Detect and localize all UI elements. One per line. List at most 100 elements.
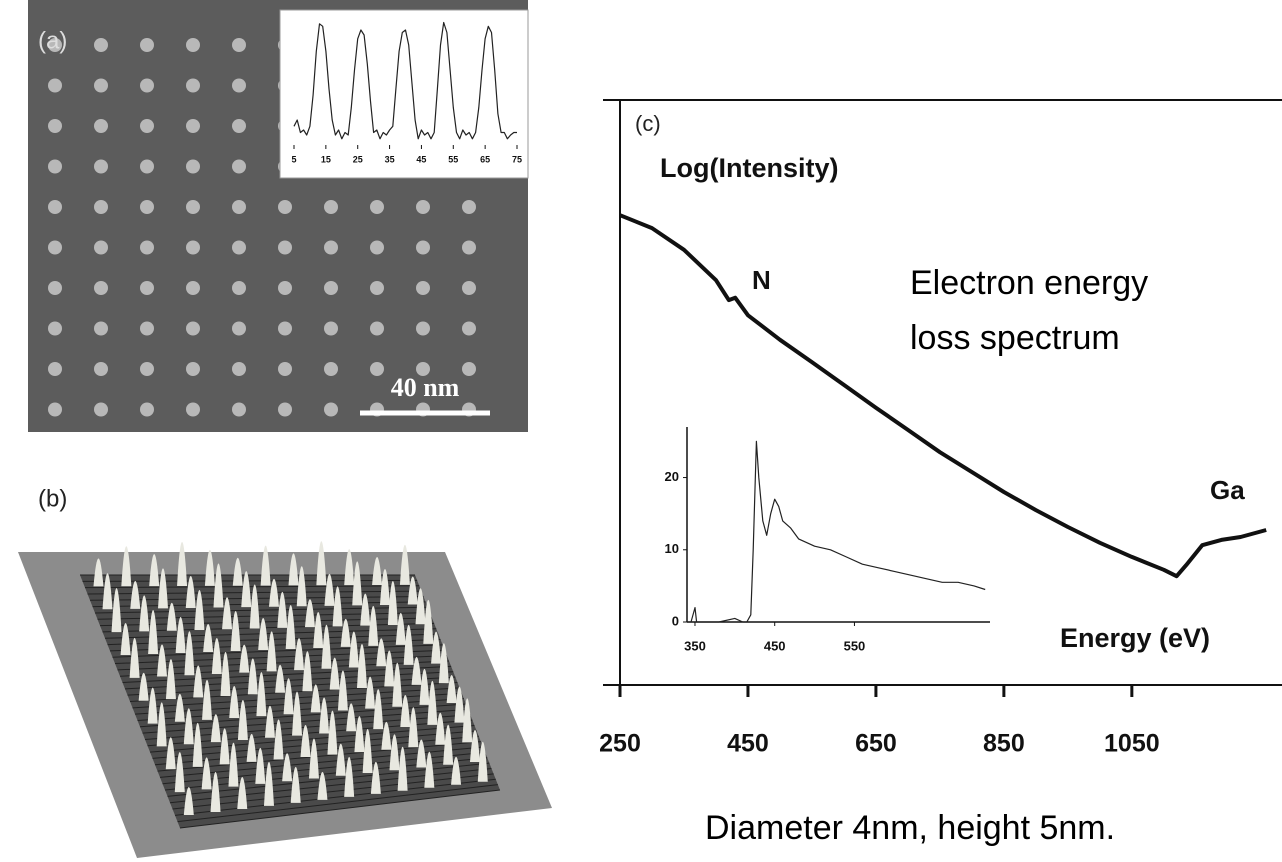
x-tick-label: 650 [855, 730, 897, 758]
dot [48, 160, 62, 174]
dot [278, 200, 292, 214]
dot [140, 362, 154, 376]
chart-title: Electron energy [910, 264, 1148, 302]
dot [186, 322, 200, 336]
x-tick-label: 15 [321, 154, 331, 164]
dot [370, 281, 384, 295]
dot [324, 200, 338, 214]
dot [232, 281, 246, 295]
dot [48, 79, 62, 93]
dot [140, 160, 154, 174]
dot [94, 38, 108, 52]
panel-label: (b) [38, 485, 67, 512]
x-tick-label: 65 [480, 154, 490, 164]
chart-title: loss spectrum [910, 319, 1120, 357]
x-tick-label: 75 [512, 154, 522, 164]
x-tick-label: 550 [844, 638, 866, 653]
dot [462, 281, 476, 295]
dot [416, 200, 430, 214]
x-tick-label: 35 [385, 154, 395, 164]
y-tick-label: 20 [665, 469, 679, 484]
dot [94, 200, 108, 214]
x-tick-label: 450 [764, 638, 786, 653]
dot [324, 281, 338, 295]
y-tick-label: 10 [665, 541, 679, 556]
dot [186, 160, 200, 174]
dot [370, 200, 384, 214]
dot [232, 38, 246, 52]
x-tick-label: 1050 [1104, 730, 1160, 758]
dot [416, 322, 430, 336]
y-axis-label: Log(Intensity) [660, 153, 838, 183]
dot [232, 160, 246, 174]
x-tick-label: 45 [416, 154, 426, 164]
dot [278, 241, 292, 255]
panel-label: (c) [635, 111, 661, 136]
x-axis-label: Energy (eV) [1060, 623, 1210, 653]
dot [232, 79, 246, 93]
dot [186, 79, 200, 93]
dot [48, 200, 62, 214]
dot [186, 362, 200, 376]
dot [48, 241, 62, 255]
x-tick-label: 250 [599, 730, 641, 758]
dot [94, 281, 108, 295]
dot [94, 119, 108, 133]
x-tick-label: 5 [291, 154, 296, 164]
dot [186, 200, 200, 214]
dot [232, 200, 246, 214]
dot [324, 241, 338, 255]
dot [48, 119, 62, 133]
x-tick-label: 450 [727, 730, 769, 758]
dot [232, 119, 246, 133]
dot [278, 362, 292, 376]
x-tick-label: 350 [684, 638, 706, 653]
caption: Diameter 4nm, height 5nm. [705, 809, 1115, 847]
dot [186, 119, 200, 133]
dot [462, 241, 476, 255]
annotation: Ga [1210, 475, 1245, 505]
dot [48, 322, 62, 336]
dot [48, 281, 62, 295]
dot [232, 241, 246, 255]
dot [370, 362, 384, 376]
dot [94, 241, 108, 255]
x-tick-label: 55 [448, 154, 458, 164]
y-tick-label: 0 [672, 613, 679, 628]
dot [140, 79, 154, 93]
dot [94, 322, 108, 336]
dot [416, 281, 430, 295]
x-tick-label: 850 [983, 730, 1025, 758]
dot [370, 241, 384, 255]
dot [94, 79, 108, 93]
dot [278, 322, 292, 336]
dot [416, 241, 430, 255]
panel-label: (a) [38, 27, 67, 54]
dot [140, 241, 154, 255]
dot [232, 322, 246, 336]
dot [232, 403, 246, 417]
dot [462, 322, 476, 336]
dot [232, 362, 246, 376]
dot [186, 281, 200, 295]
dot [94, 362, 108, 376]
dot [324, 362, 338, 376]
dot [140, 119, 154, 133]
dot [140, 38, 154, 52]
dot [48, 362, 62, 376]
dot [462, 200, 476, 214]
x-tick-label: 25 [353, 154, 363, 164]
dot [140, 322, 154, 336]
dot [186, 38, 200, 52]
dot [324, 403, 338, 417]
dot [462, 362, 476, 376]
dot [140, 403, 154, 417]
figure: 40 nm (a) (b) (c) Log(Intensity) Energy … [0, 0, 1282, 862]
dot [140, 200, 154, 214]
dot [94, 403, 108, 417]
dot [278, 281, 292, 295]
annotation: N [752, 265, 771, 295]
dot [48, 403, 62, 417]
scale-bar-label: 40 nm [391, 373, 460, 402]
dot [370, 322, 384, 336]
